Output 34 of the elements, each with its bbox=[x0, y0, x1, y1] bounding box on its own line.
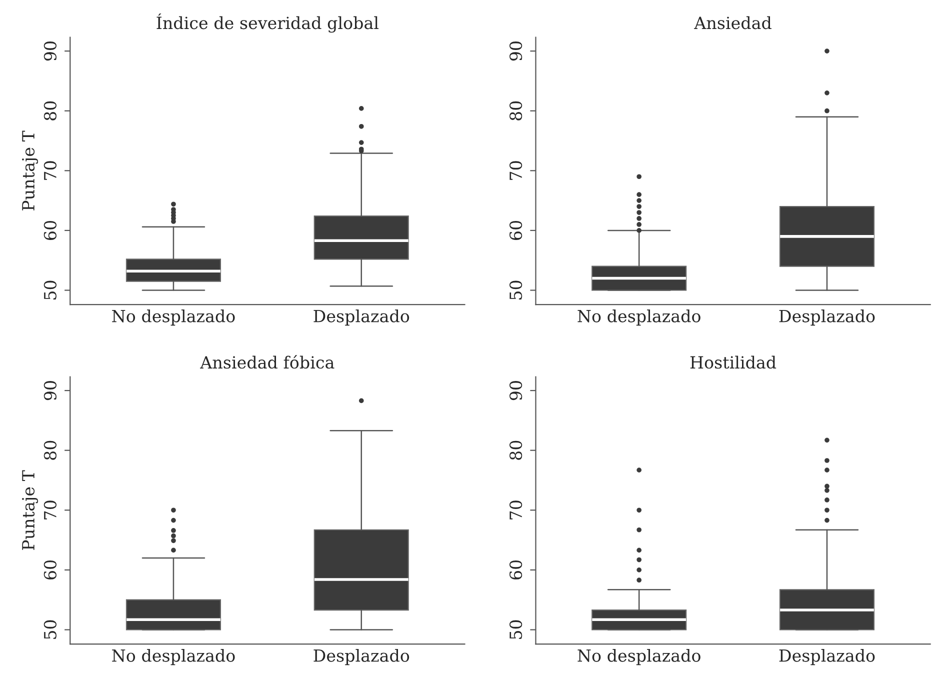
y-tick-label: 90 bbox=[509, 42, 522, 61]
y-axis-title: Puntaje T bbox=[22, 470, 38, 550]
x-tick-label: Desplazado bbox=[779, 309, 875, 326]
y-tick-label: 70 bbox=[44, 161, 56, 180]
y-tick-label: 50 bbox=[44, 620, 56, 639]
y-tick-label: 60 bbox=[509, 220, 522, 240]
y-tick-label: 50 bbox=[509, 280, 522, 300]
chart-title: Ansiedad fóbica bbox=[200, 355, 334, 369]
x-tick-label: Desplazado bbox=[779, 648, 875, 666]
x-tick-label: No desplazado bbox=[578, 648, 700, 666]
y-axis-title: Puntaje T bbox=[22, 130, 38, 210]
y-tick-label: 50 bbox=[509, 620, 522, 639]
y-tick-label: 70 bbox=[509, 161, 522, 180]
x-tick-label: No desplazado bbox=[578, 309, 700, 326]
y-tick-label: 60 bbox=[509, 560, 522, 580]
y-tick-label: 60 bbox=[44, 220, 56, 240]
y-tick-label: 80 bbox=[44, 440, 56, 460]
y-tick-label: 90 bbox=[44, 381, 56, 400]
chart-title: Hostilidad bbox=[690, 356, 776, 369]
y-tick-label: 90 bbox=[509, 381, 522, 400]
x-tick-label: No desplazado bbox=[112, 309, 235, 326]
y-tick-label: 80 bbox=[509, 101, 522, 120]
chart-title: Índice de severidad global bbox=[156, 14, 379, 33]
y-tick-label: 60 bbox=[44, 560, 56, 580]
x-tick-label: Desplazado bbox=[314, 309, 410, 326]
y-tick-label: 50 bbox=[44, 280, 56, 300]
y-tick-label: 80 bbox=[44, 101, 56, 120]
x-tick-label: Desplazado bbox=[314, 648, 410, 666]
y-tick-label: 70 bbox=[44, 500, 56, 520]
chart-title: Ansiedad bbox=[694, 16, 772, 30]
y-tick-label: 70 bbox=[509, 500, 522, 520]
y-tick-label: 80 bbox=[509, 440, 522, 460]
x-tick-label: No desplazado bbox=[112, 648, 235, 666]
y-tick-label: 90 bbox=[44, 42, 56, 61]
